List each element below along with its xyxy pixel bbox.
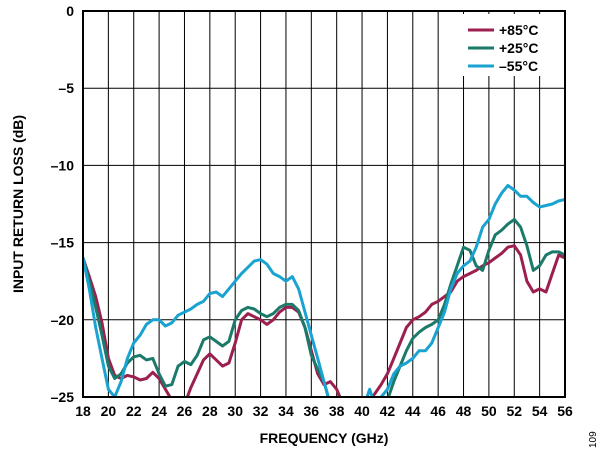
legend-label-25c: +25°C bbox=[499, 40, 538, 56]
x-tick-label: 20 bbox=[101, 403, 117, 419]
x-tick-label: 22 bbox=[126, 403, 142, 419]
legend-label-minus55c: –55°C bbox=[499, 58, 538, 74]
y-tick-label: –15 bbox=[51, 235, 75, 251]
series-line-1 bbox=[83, 217, 565, 397]
y-tick-label: 0 bbox=[66, 3, 74, 19]
grid-lines bbox=[82, 10, 566, 398]
x-tick-label: 56 bbox=[557, 403, 573, 419]
x-tick-label: 18 bbox=[75, 403, 91, 419]
x-axis-title: FREQUENCY (GHz) bbox=[260, 430, 389, 446]
plot-frame bbox=[82, 10, 566, 398]
x-tick-label: 46 bbox=[430, 403, 446, 419]
y-tick-labels: 0 –5 –10 –15 –20 –25 bbox=[51, 3, 75, 405]
x-tick-label: 34 bbox=[278, 403, 294, 419]
x-tick-labels: 18 20 22 24 26 28 30 32 34 36 38 40 42 44 46 48 50 52 54 56 bbox=[75, 403, 573, 419]
x-tick-label: 26 bbox=[177, 403, 193, 419]
x-tick-label: 40 bbox=[354, 403, 370, 419]
x-tick-label: 50 bbox=[481, 403, 497, 419]
x-tick-label: 28 bbox=[202, 403, 218, 419]
y-tick-label: –25 bbox=[51, 389, 75, 405]
legend: +85°C +25°C –55°C bbox=[462, 14, 562, 76]
figure-id: 109 bbox=[588, 431, 599, 448]
x-tick-label: 36 bbox=[304, 403, 320, 419]
x-tick-label: 48 bbox=[456, 403, 472, 419]
y-axis-title: INPUT RETURN LOSS (dB) bbox=[10, 115, 26, 293]
series-lines bbox=[83, 184, 565, 397]
x-tick-label: 52 bbox=[506, 403, 522, 419]
series-line-0 bbox=[83, 244, 565, 397]
x-tick-label: 30 bbox=[227, 403, 243, 419]
x-tick-label: 42 bbox=[380, 403, 396, 419]
x-tick-label: 38 bbox=[329, 403, 345, 419]
series-line-2 bbox=[83, 184, 565, 397]
y-tick-label: –10 bbox=[51, 157, 75, 173]
x-tick-label: 32 bbox=[253, 403, 269, 419]
legend-label-85c: +85°C bbox=[499, 22, 538, 38]
y-tick-label: –5 bbox=[58, 80, 74, 96]
x-tick-label: 24 bbox=[151, 403, 167, 419]
y-tick-label: –20 bbox=[51, 312, 75, 328]
x-tick-label: 44 bbox=[405, 403, 421, 419]
x-tick-label: 54 bbox=[532, 403, 548, 419]
